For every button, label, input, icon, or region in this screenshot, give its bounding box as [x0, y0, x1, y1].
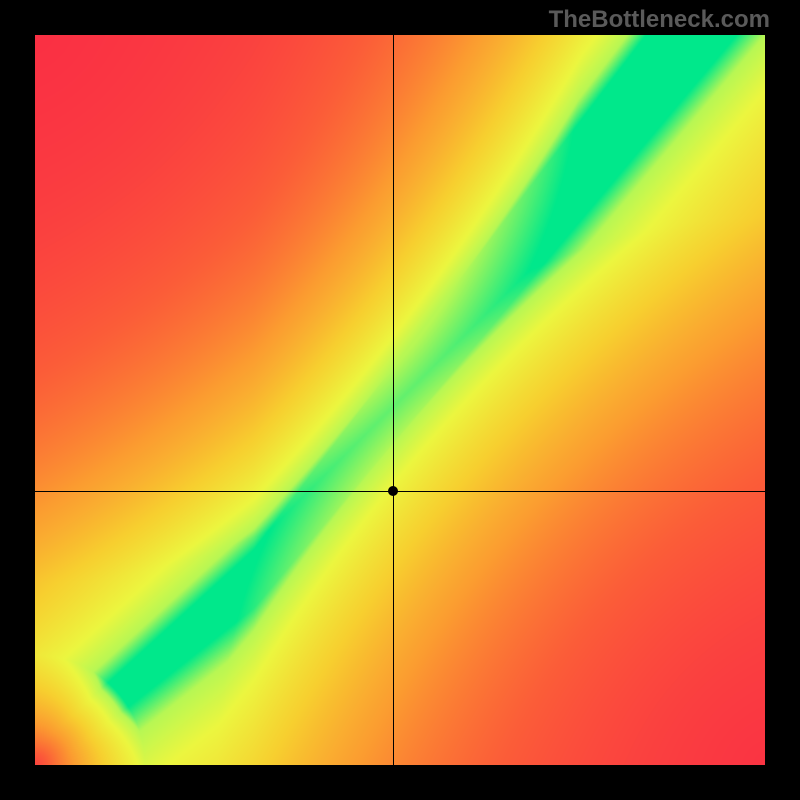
crosshair-horizontal — [35, 491, 765, 492]
bottleneck-heatmap — [35, 35, 765, 765]
heatmap-canvas — [35, 35, 765, 765]
watermark-text: TheBottleneck.com — [549, 6, 770, 34]
crosshair-vertical — [393, 35, 394, 765]
selection-marker — [388, 486, 398, 496]
